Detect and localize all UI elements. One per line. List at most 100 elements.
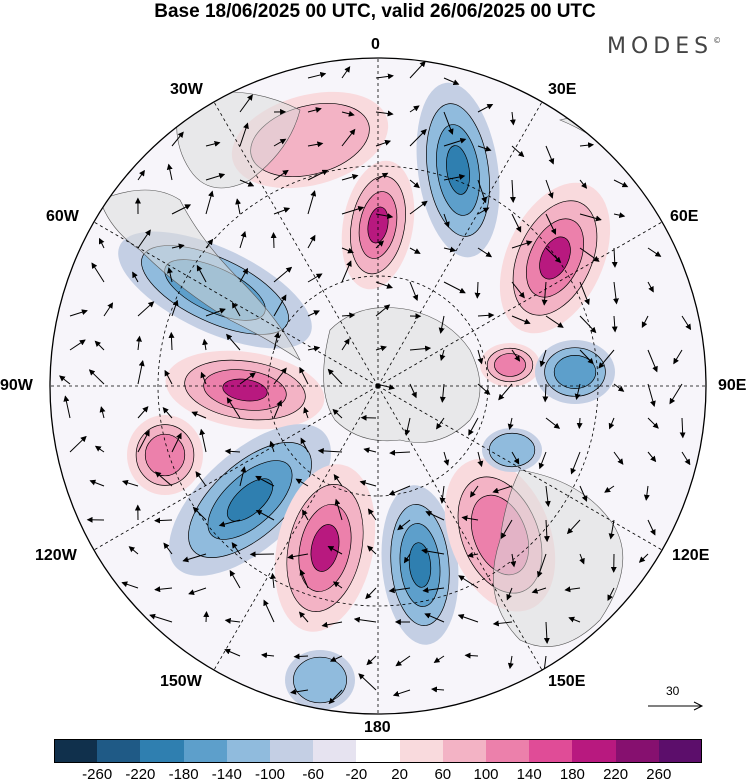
wind-arrow xyxy=(647,417,659,429)
wind-arrow xyxy=(137,406,149,419)
wind-arrow xyxy=(638,553,649,563)
wind-arrow xyxy=(443,111,454,135)
wind-arrow xyxy=(613,451,624,465)
wind-arrow xyxy=(409,383,417,399)
wind-arrow xyxy=(103,302,114,317)
wind-arrow xyxy=(409,345,432,352)
wind-arrow xyxy=(443,451,450,466)
wind-arrow xyxy=(273,399,282,419)
wind-arrow xyxy=(89,479,105,487)
wind-arrow xyxy=(273,169,289,181)
wind-arrow xyxy=(507,655,514,670)
wind-arrow xyxy=(154,471,173,487)
wind-arrow xyxy=(239,230,247,249)
wind-arrow xyxy=(424,613,445,623)
wind-arrow xyxy=(273,266,293,283)
wind-arrow xyxy=(395,655,411,667)
meridian-line xyxy=(377,385,663,551)
colorbar-swatch xyxy=(54,739,98,763)
wind-arrow xyxy=(270,572,276,589)
wind-arrow xyxy=(564,586,581,593)
wind-arrow xyxy=(507,417,514,431)
wind-arrow xyxy=(332,581,343,589)
wind-arrow xyxy=(94,445,105,453)
wind-arrow xyxy=(293,653,309,660)
colorbar xyxy=(54,739,703,763)
wind-arrow xyxy=(641,315,649,329)
anomaly-contour xyxy=(367,206,389,244)
wind-arrow xyxy=(468,417,479,436)
wind-arrow xyxy=(542,383,549,403)
wind-arrow xyxy=(341,247,354,254)
wind-arrow xyxy=(334,498,343,521)
wind-arrow xyxy=(673,349,683,365)
wind-arrow xyxy=(545,247,562,263)
wind-arrow xyxy=(579,485,588,502)
wind-arrow xyxy=(239,94,253,113)
wind-arrow xyxy=(579,213,602,222)
wind-arrow xyxy=(367,508,377,521)
wind-arrow xyxy=(239,179,255,187)
wind-arrow xyxy=(239,372,256,385)
brand-mark: © xyxy=(713,36,722,45)
latitude-circle xyxy=(157,165,599,607)
wind-arrow xyxy=(443,246,457,253)
land-outline xyxy=(323,307,481,443)
wind-arrow xyxy=(536,553,547,578)
lon-label-180: 180 xyxy=(364,719,391,736)
wind-arrow xyxy=(295,478,309,487)
wind-arrow xyxy=(397,519,411,531)
wind-arrow xyxy=(570,451,581,475)
lon-label-60e: 60E xyxy=(670,208,699,225)
wind-arrow xyxy=(477,349,484,365)
wind-arrow xyxy=(647,519,656,536)
land-outline xyxy=(493,469,624,647)
meridian-line xyxy=(377,221,663,387)
wind-arrow xyxy=(545,417,561,429)
colorbar-swatch xyxy=(572,739,616,763)
wind-arrow xyxy=(611,315,618,333)
wind-arrow xyxy=(409,200,428,215)
wind-arrow xyxy=(69,309,88,317)
wind-arrow xyxy=(392,689,411,697)
wind-arrow xyxy=(229,570,241,589)
meridian-line xyxy=(377,101,543,387)
wind-arrow xyxy=(307,107,322,113)
wind-arrow xyxy=(375,345,387,352)
colorbar-tick-label: 100 xyxy=(473,766,499,783)
colorbar-swatch xyxy=(399,739,443,763)
wind-arrow xyxy=(531,587,547,594)
wind-arrow xyxy=(375,281,393,289)
wind-arrow xyxy=(269,440,276,453)
wind-arrow xyxy=(328,689,343,705)
wind-arrow xyxy=(231,542,241,555)
wind-arrow xyxy=(273,367,287,385)
wind-arrow xyxy=(477,207,490,215)
anomaly-contour xyxy=(446,145,470,195)
anomaly-contour xyxy=(553,355,597,389)
wind-arrow xyxy=(94,340,105,351)
wind-arrow xyxy=(341,338,350,351)
wind-arrow xyxy=(409,60,426,79)
wind-arrow xyxy=(99,406,106,419)
colorbar-tick-label: 140 xyxy=(516,766,542,783)
wind-arrow xyxy=(226,397,241,419)
wind-arrow xyxy=(168,331,175,351)
wind-arrow xyxy=(333,474,343,487)
wind-arrow xyxy=(63,395,71,419)
wind-arrow xyxy=(205,190,214,215)
lon-label-30e: 30E xyxy=(548,81,577,98)
wind-arrow xyxy=(579,247,600,262)
wind-arrow xyxy=(544,485,551,508)
wind-arrow xyxy=(612,281,619,305)
colorbar-swatch xyxy=(615,739,659,763)
wind-arrow xyxy=(409,179,420,189)
wind-arrow xyxy=(375,383,396,391)
wind-arrow xyxy=(477,103,494,113)
wind-arrow xyxy=(477,383,491,395)
wind-arrow xyxy=(543,519,550,543)
lon-label-150w: 150W xyxy=(160,673,202,690)
wind-arrow xyxy=(467,552,479,558)
wind-arrow xyxy=(329,655,343,662)
wind-arrow xyxy=(647,247,662,257)
